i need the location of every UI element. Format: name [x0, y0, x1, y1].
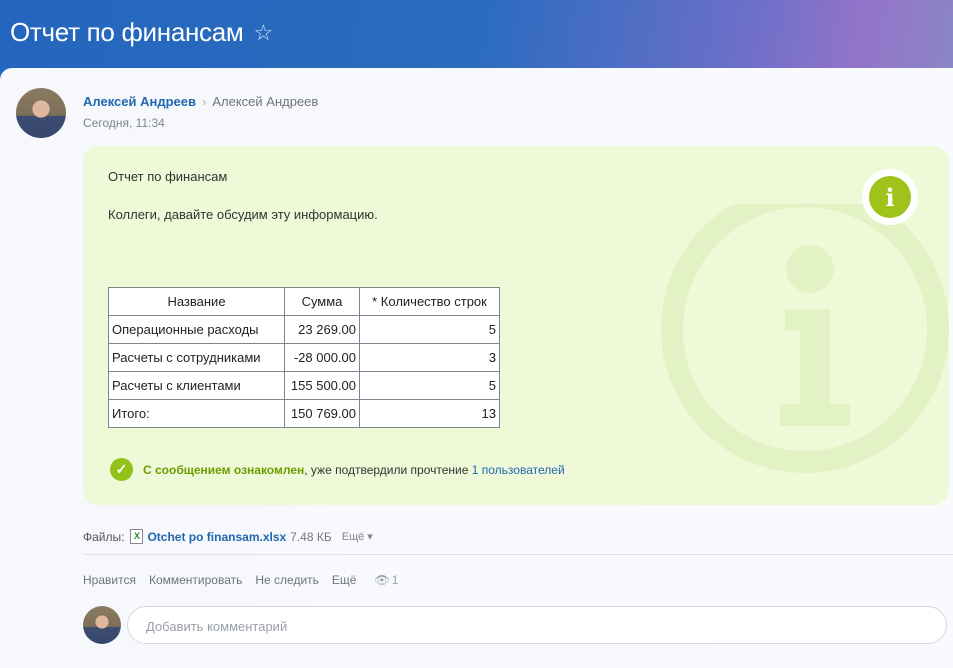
- table-cell: Итого:: [108, 399, 285, 428]
- files-more-button[interactable]: Ещё ▾: [341, 531, 373, 543]
- file-link[interactable]: Otchet po finansam.xlsx: [147, 529, 287, 544]
- table-row: Расчеты с сотрудниками -28 000.00 3: [108, 343, 500, 372]
- info-icon: i: [869, 176, 911, 218]
- table-cell: Операционные расходы: [108, 315, 285, 344]
- avatar[interactable]: [16, 88, 66, 138]
- excel-file-icon: X: [130, 529, 144, 544]
- table-cell: 5: [359, 315, 500, 344]
- table-row: Итого: 150 769.00 13: [108, 399, 500, 428]
- author-link[interactable]: Алексей Андреев: [83, 94, 196, 109]
- table-cell: -28 000.00: [284, 343, 360, 372]
- table-row: Операционные расходы 23 269.00 5: [108, 315, 500, 344]
- table-cell: Расчеты с клиентами: [108, 371, 285, 400]
- table-header: * Количество строк: [359, 287, 500, 316]
- info-badge: i: [862, 169, 918, 225]
- chevron-right-icon: ›: [202, 94, 207, 109]
- views-count: 1: [391, 573, 399, 587]
- star-icon[interactable]: ☆: [253, 19, 274, 45]
- finance-table: Название Сумма * Количество строк Операц…: [108, 287, 500, 428]
- file-size: 7.48 КБ: [290, 529, 332, 544]
- comment-input[interactable]: Добавить комментарий: [127, 606, 947, 644]
- table-header: Название: [108, 287, 285, 316]
- table-cell: 150 769.00: [284, 399, 360, 428]
- page-header: Отчет по финансам ☆: [0, 0, 953, 80]
- unfollow-button[interactable]: Не следить: [255, 573, 319, 587]
- files-row: Файлы: X Otchet po finansam.xlsx 7.48 КБ…: [83, 529, 373, 544]
- table-cell: 23 269.00: [284, 315, 360, 344]
- eye-icon: 👁: [374, 573, 390, 587]
- post-title: Отчет по финансам: [108, 169, 228, 184]
- ack-text: , уже подтвердили прочтение: [304, 462, 472, 477]
- comment-button[interactable]: Комментировать: [148, 573, 243, 587]
- like-button[interactable]: Нравится: [83, 573, 136, 587]
- readers-link[interactable]: 1 пользователей: [471, 462, 565, 477]
- check-circle-icon: ✓: [110, 458, 133, 481]
- recipient-link[interactable]: Алексей Андреев: [212, 94, 319, 109]
- table-cell: Расчеты с сотрудниками: [108, 343, 285, 372]
- table-cell: 3: [359, 343, 500, 372]
- table-row: Расчеты с клиентами 155 500.00 5: [108, 371, 500, 400]
- post-time: Сегодня, 11:34: [83, 116, 165, 130]
- post-text: Коллеги, давайте обсудим эту информацию.: [108, 207, 378, 222]
- post-author-line: Алексей Андреев › Алексей Андреев: [83, 94, 318, 109]
- table-header: Сумма: [284, 287, 360, 316]
- info-watermark-icon: [661, 204, 949, 473]
- files-label: Файлы:: [83, 529, 125, 544]
- table-cell: 155 500.00: [284, 371, 360, 400]
- table-cell: 13: [359, 399, 500, 428]
- post-actions: Нравится Комментировать Не следить Ещё 👁…: [83, 573, 398, 587]
- read-confirmation: ✓ С сообщением ознакомлен, уже подтверди…: [110, 458, 565, 481]
- ack-status: С сообщением ознакомлен: [143, 462, 305, 477]
- title-row: Отчет по финансам ☆: [10, 17, 273, 48]
- views-counter[interactable]: 👁 1: [374, 573, 398, 587]
- avatar: [83, 606, 121, 644]
- more-button[interactable]: Ещё: [331, 573, 357, 587]
- divider: [83, 554, 953, 555]
- table-cell: 5: [359, 371, 500, 400]
- post-body: i Отчет по финансам Коллеги, давайте обс…: [83, 146, 949, 505]
- table-header-row: Название Сумма * Количество строк: [108, 287, 500, 316]
- page-title: Отчет по финансам: [10, 17, 244, 47]
